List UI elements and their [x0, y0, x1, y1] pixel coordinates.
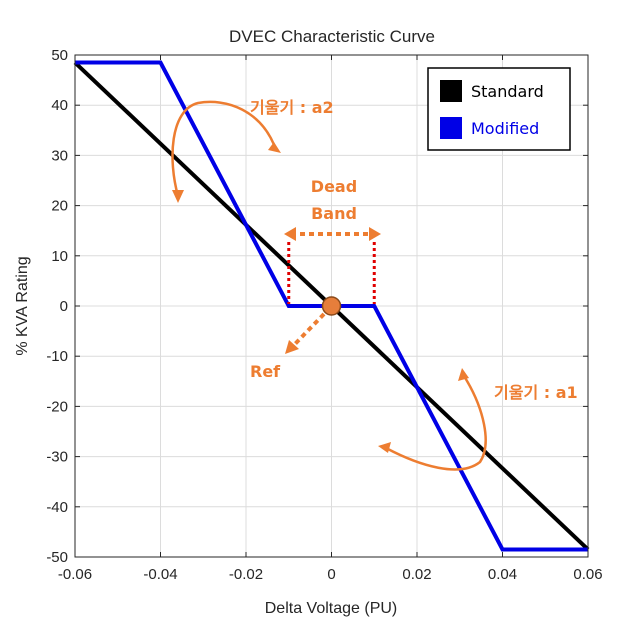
dead-band-label-line1: Dead	[311, 177, 357, 196]
y-tick-label: 40	[51, 97, 68, 114]
dead-band-arrow-left-head	[284, 227, 296, 241]
legend-swatch-modified	[440, 117, 462, 139]
y-tick-label: 50	[51, 47, 68, 64]
slope-a2-curve	[171, 100, 278, 197]
dead-band-arrow-right-head	[369, 227, 381, 241]
y-tick-label: 20	[51, 198, 68, 215]
x-tick-label: 0	[327, 566, 335, 583]
y-axis-label: % KVA Rating	[14, 256, 31, 355]
annotations: Dead Band Ref 기울기 : a2 기울기 : a1	[171, 98, 578, 471]
ref-point-marker	[321, 296, 342, 316]
x-tick-label: 0.04	[488, 566, 517, 583]
x-axis-label: Delta Voltage (PU)	[265, 600, 398, 617]
y-tick-label: -30	[46, 449, 68, 466]
y-tick-label: 0	[60, 298, 68, 315]
y-tick-label: 10	[51, 248, 68, 265]
slope-a2-arrow-head-down	[172, 190, 184, 203]
slope-a2-label: 기울기 : a2	[250, 98, 334, 117]
slope-a1-arrow-head-up	[458, 368, 469, 381]
legend-label-standard: Standard	[471, 82, 544, 101]
slope-a2-arrow-head-right	[268, 142, 281, 153]
x-tick-label: 0.02	[402, 566, 431, 583]
chart-title: DVEC Characteristic Curve	[229, 27, 435, 46]
x-tick-label: -0.06	[58, 566, 92, 583]
legend-swatch-standard	[440, 80, 462, 102]
tick-labels: -0.06 -0.04 -0.02 0 0.02 0.04 0.06 50 40 30 20 10 0 -…	[46, 47, 602, 583]
ticks	[74, 54, 589, 558]
slope-a1-curve	[385, 375, 487, 471]
ref-arrow-head	[285, 340, 299, 354]
slope-a1-arrow-head-left	[378, 442, 391, 453]
y-tick-label: -50	[46, 549, 68, 566]
x-tick-label: -0.04	[143, 566, 177, 583]
dead-band-label-line2: Band	[311, 204, 357, 223]
y-tick-label: -20	[46, 398, 68, 415]
ref-label: Ref	[250, 362, 281, 381]
y-tick-label: -10	[46, 348, 68, 365]
x-tick-label: 0.06	[573, 566, 602, 583]
x-tick-label: -0.02	[229, 566, 263, 583]
slope-a1-label: 기울기 : a1	[494, 383, 578, 402]
legend: Standard Modified	[427, 67, 571, 151]
legend-label-modified: Modified	[471, 119, 539, 138]
ref-arrow-line	[293, 312, 326, 346]
y-tick-label: -40	[46, 499, 68, 516]
y-tick-label: 30	[51, 147, 68, 164]
